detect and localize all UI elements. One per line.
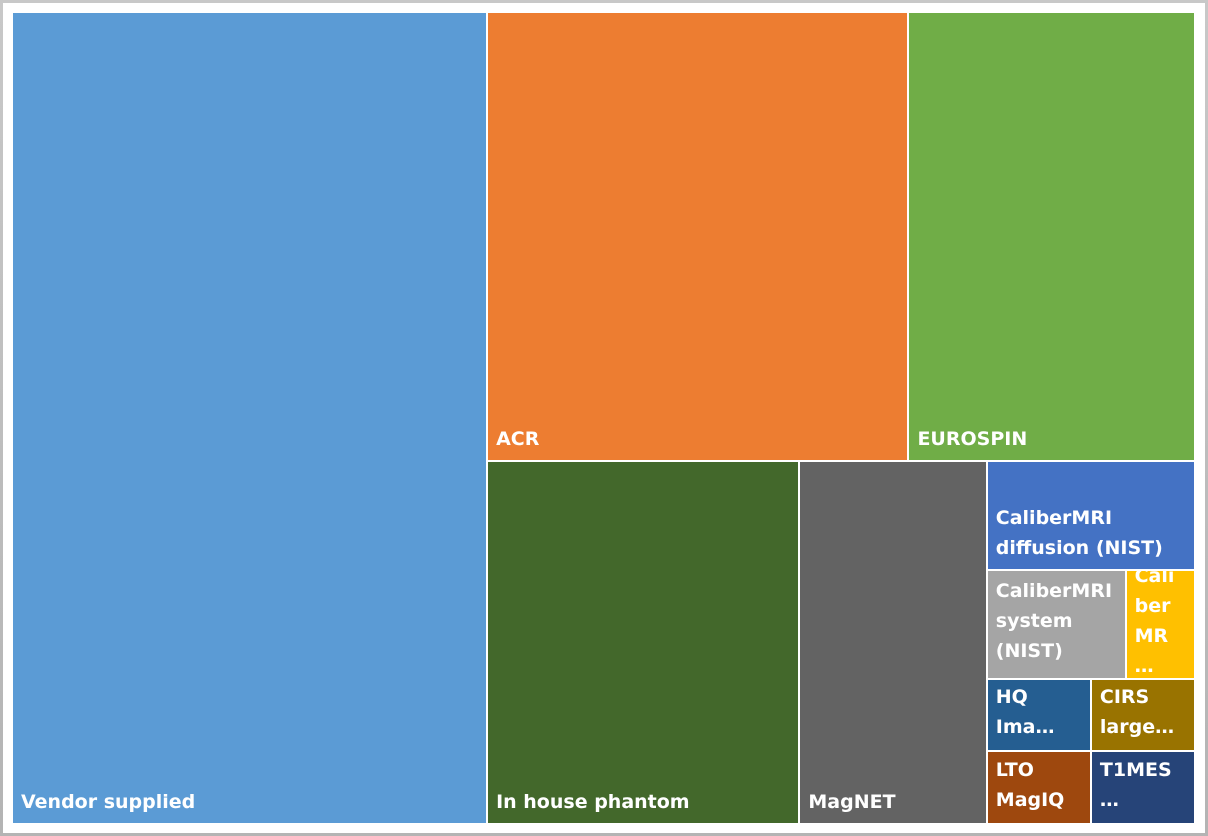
treemap-cell: CaliberMR… [1125, 569, 1195, 679]
treemap-cell: EUROSPIN [908, 12, 1195, 461]
cell-label: CIRS large… [1099, 686, 1175, 738]
cell-label: CaliberMR… [1134, 569, 1175, 678]
treemap-cell: MagNET [799, 460, 987, 824]
treemap: Vendor supplied ACR EUROSPIN In house phant… [12, 12, 1195, 824]
cell-label: Vendor supplied [21, 791, 196, 813]
treemap-cell: T1MES… [1090, 751, 1195, 824]
treemap-cell: ACR [487, 12, 909, 461]
treemap-cell: Vendor supplied [12, 12, 488, 824]
cell-label: LTO MagIQ [995, 758, 1065, 811]
treemap-cell: HQ Ima… [986, 678, 1091, 752]
cell-label: CaliberMRI diffusion (NIST) [995, 506, 1163, 559]
cell-label: T1MES… [1099, 758, 1172, 811]
treemap-cell: In house phantom [487, 460, 800, 824]
treemap-cell: LTO MagIQ [986, 751, 1091, 824]
treemap-cell: CaliberMRI system (NIST) [986, 569, 1126, 679]
treemap-cell: CaliberMRI diffusion (NIST) [986, 460, 1195, 570]
cell-label: CaliberMRI system (NIST) [995, 580, 1113, 663]
cell-label: HQ Ima… [995, 686, 1055, 738]
cell-label: In house phantom [496, 790, 690, 813]
chart-frame: Vendor supplied ACR EUROSPIN In house phant… [3, 3, 1205, 833]
cell-label: MagNET [808, 790, 896, 813]
cell-label: ACR [496, 427, 540, 450]
cell-label: EUROSPIN [917, 427, 1028, 450]
treemap-cell: CIRS large… [1090, 678, 1195, 752]
